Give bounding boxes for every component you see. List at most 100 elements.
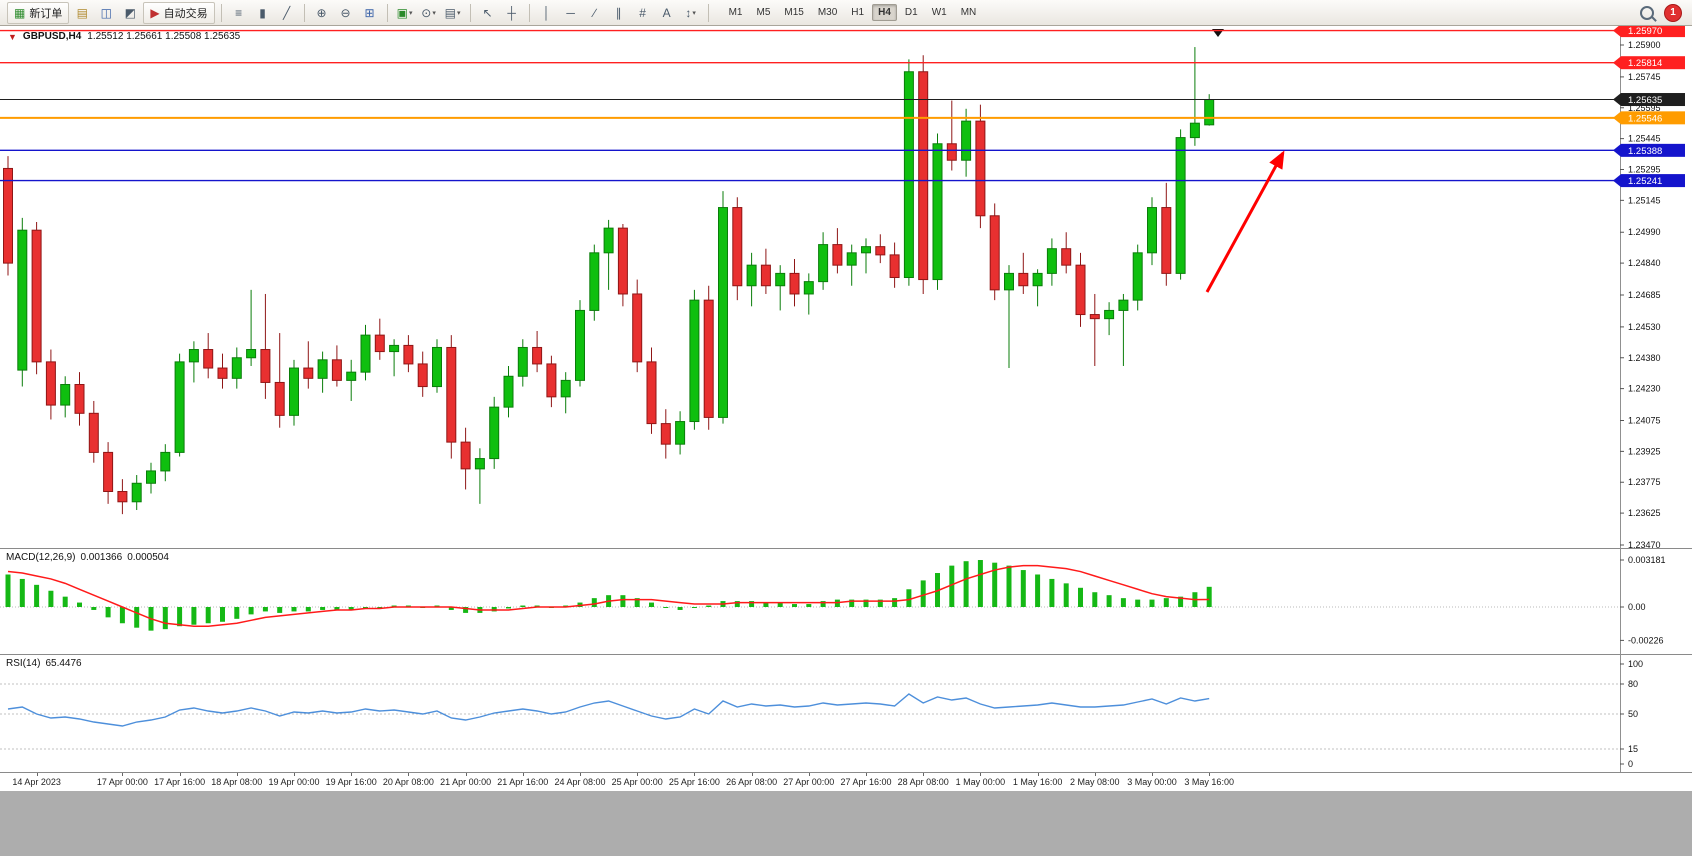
price-level-value: 1.25241 [1628, 176, 1662, 187]
macd-histogram-bar [1206, 586, 1212, 607]
macd-histogram-bar [977, 560, 983, 607]
timeframe-mn[interactable]: MN [960, 7, 977, 18]
price-level-value: 1.25814 [1628, 58, 1662, 69]
equidistant-channel-icon[interactable]: ∥ [608, 2, 630, 24]
time-label: 21 Apr 16:00 [497, 777, 549, 787]
rsi-axis-label: 80 [1628, 679, 1638, 689]
time-label: 2 May 08:00 [1070, 777, 1120, 787]
timeframe-d1[interactable]: D1 [904, 7, 918, 18]
price-axis-label: 1.24380 [1628, 353, 1661, 363]
macd-histogram-bar [77, 602, 82, 607]
periods-icon: ⊙ [421, 5, 432, 20]
new-chart-icon[interactable]: ▣ ▾ [394, 2, 416, 24]
bar-chart-icon[interactable]: ≡ [228, 2, 250, 24]
candle-body [732, 207, 743, 287]
candle-body [775, 272, 786, 287]
time-tick [1209, 773, 1211, 776]
timeframe-h4[interactable]: H4 [872, 4, 897, 21]
candle-body [1161, 207, 1172, 274]
trend-arrow-annotation[interactable] [1205, 150, 1285, 293]
rsi-axis-label: 100 [1628, 659, 1643, 669]
candlestick-chart-icon[interactable]: ▮ [252, 2, 274, 24]
candle-body [861, 246, 871, 254]
time-tick [522, 773, 524, 776]
macd-histogram-bar [348, 607, 354, 610]
fibonacci-icon[interactable]: # [632, 2, 654, 24]
timeframe-m1[interactable]: M1 [728, 7, 743, 18]
candle-body [1118, 299, 1129, 311]
trendline-icon[interactable]: ∕ [584, 2, 606, 24]
periods-icon[interactable]: ⊙ ▾ [418, 2, 440, 24]
line-chart-icon: ╱ [282, 5, 291, 20]
market-watch-icon[interactable]: ◫ [95, 2, 117, 24]
timeframe-m5[interactable]: M5 [756, 7, 771, 18]
tile-windows-icon[interactable]: ⊞ [359, 2, 381, 24]
market-watch-icon: ◫ [100, 5, 113, 20]
zoom-in-icon: ⊕ [316, 5, 327, 20]
auto-trading-button[interactable]: ▶ 自动交易 [143, 1, 215, 24]
auto-trading-icon: ▶ [150, 5, 160, 20]
horizontal-line-icon[interactable]: ─ [560, 2, 582, 24]
zoom-in-icon[interactable]: ⊕ [311, 2, 333, 24]
candle-body [1132, 252, 1143, 301]
timeframe-m30[interactable]: M30 [817, 7, 838, 18]
macd-histogram-bar [677, 607, 683, 610]
crosshair-icon[interactable]: ┼ [501, 2, 523, 24]
templates-icon[interactable]: ▤ ▾ [442, 2, 464, 24]
notification-badge[interactable]: 1 [1664, 3, 1682, 22]
arrows-icon[interactable]: ↕ ▾ [680, 2, 702, 24]
macd-histogram-bar [162, 607, 168, 630]
arrows-icon: ↕ [685, 5, 692, 20]
symbol-icon: ▼ [8, 31, 17, 42]
time-label: 3 May 00:00 [1127, 777, 1177, 787]
macd-histogram-bar [220, 607, 225, 622]
macd-histogram-bar [749, 601, 755, 607]
toolbar-separator [528, 3, 530, 22]
main-price-chart[interactable]: 1.25900 1.25745 1.25595 1.25445 1.25295 1.251… [0, 26, 1692, 548]
charts-icon[interactable]: ▤ [71, 2, 93, 24]
search-icon[interactable] [1640, 5, 1654, 20]
macd-histogram-bar [620, 595, 626, 607]
candle-body [832, 244, 843, 266]
time-tick [408, 773, 410, 776]
candle-body [932, 143, 943, 281]
candle-body [74, 384, 85, 414]
macd-histogram-bar [320, 607, 326, 610]
macd-histogram-bar [119, 607, 125, 624]
macd-panel[interactable]: 0.003181 0.00 -0.00226 [0, 548, 1692, 654]
price-level-value: 1.25388 [1628, 146, 1662, 157]
macd-histogram-bar [777, 602, 783, 607]
cursor-icon[interactable]: ↖ [477, 2, 499, 24]
new-order-button[interactable]: ▦ 新订单 [7, 1, 70, 24]
macd-histogram-bar [1020, 570, 1026, 607]
candle-body [875, 246, 886, 256]
vertical-line-icon[interactable]: │ [536, 2, 558, 24]
zoom-out-icon[interactable]: ⊖ [335, 2, 357, 24]
symbol-name: GBPUSD,H4 [22, 31, 82, 42]
macd-histogram-bar [248, 607, 254, 615]
timeframe-m15[interactable]: M15 [784, 7, 804, 18]
rsi-panel[interactable]: 100 80 50 15 0 [0, 654, 1692, 772]
macd-histogram-bar [1120, 598, 1126, 607]
macd-histogram-bar [134, 607, 140, 628]
macd-histogram-bar [448, 607, 454, 610]
time-axis[interactable]: 14 Apr 2023 17 Apr 00:00 17 Apr 16:00 18 Ap… [0, 772, 1692, 791]
text-label-icon[interactable]: A [656, 2, 678, 24]
time-tick [122, 773, 124, 776]
candle-body [1061, 248, 1072, 266]
price-axis-label: 1.24075 [1628, 416, 1661, 426]
rsi-axis-label: 50 [1628, 709, 1638, 719]
candle-body [603, 227, 614, 254]
macd-histogram-bar [634, 598, 640, 607]
navigator-icon[interactable]: ◩ [119, 2, 141, 24]
timeframe-h1[interactable]: H1 [851, 7, 865, 18]
candle-body [918, 71, 929, 281]
timeframe-w1[interactable]: W1 [931, 7, 947, 18]
charts-icon: ▤ [76, 5, 89, 20]
price-axis-label: 1.24530 [1628, 322, 1661, 332]
bottom-strip [0, 790, 1692, 856]
candle-body [260, 349, 271, 383]
candle-body [589, 252, 600, 311]
line-chart-icon[interactable]: ╱ [276, 2, 298, 24]
candle-body [317, 359, 328, 379]
